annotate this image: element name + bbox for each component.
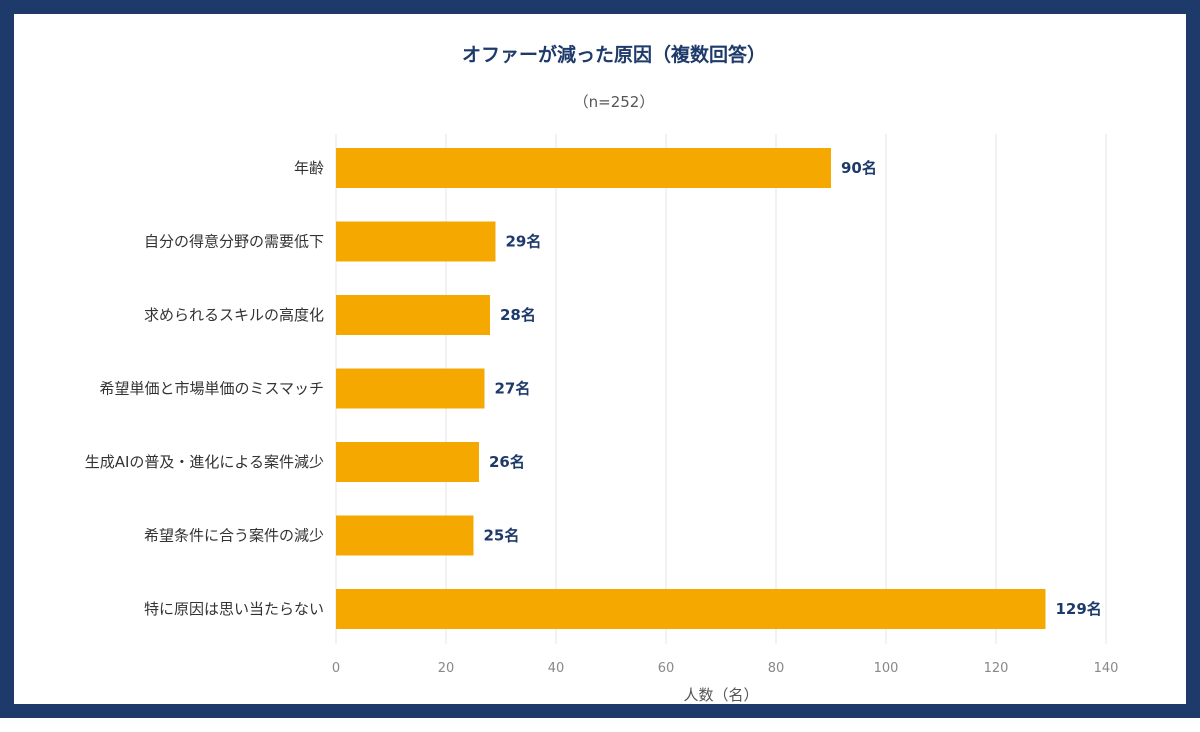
value-label: 25名 [484,527,520,545]
x-axis-title: 人数（名） [683,686,758,704]
x-tick-label: 140 [1094,661,1119,676]
bar [336,442,479,482]
category-label: 生成AIの普及・進化による案件減少 [85,453,324,471]
value-label: 26名 [489,453,525,471]
value-label: 27名 [495,380,531,398]
x-tick-label: 120 [984,661,1009,676]
x-tick-label: 80 [768,661,785,676]
category-label: 年齢 [294,159,324,177]
bars [336,148,1046,629]
value-label: 129名 [1056,600,1102,618]
category-label: 特に原因は思い当たらない [144,600,324,618]
x-tick-label: 60 [658,661,675,676]
bar [336,515,474,556]
chart-subtitle: （n=252） [574,93,655,111]
value-label: 29名 [506,233,542,251]
category-label: 求められるスキルの高度化 [144,306,324,324]
x-tick-label: 0 [332,661,340,676]
bar [336,295,490,335]
x-tick-label: 40 [548,661,565,676]
bar [336,368,485,409]
x-tick-label: 100 [874,661,899,676]
value-label: 90名 [841,159,877,177]
category-label: 自分の得意分野の需要低下 [144,233,324,251]
bar [336,221,496,262]
value-label: 28名 [500,306,536,324]
category-label: 希望単価と市場単価のミスマッチ [99,380,324,398]
x-tick-label: 20 [438,661,455,676]
bar [336,148,831,188]
grid-lines [335,134,1107,644]
category-label: 希望条件に合う案件の減少 [144,527,324,545]
bar [336,589,1046,629]
chart-title: オファーが減った原因（複数回答） [462,43,766,66]
